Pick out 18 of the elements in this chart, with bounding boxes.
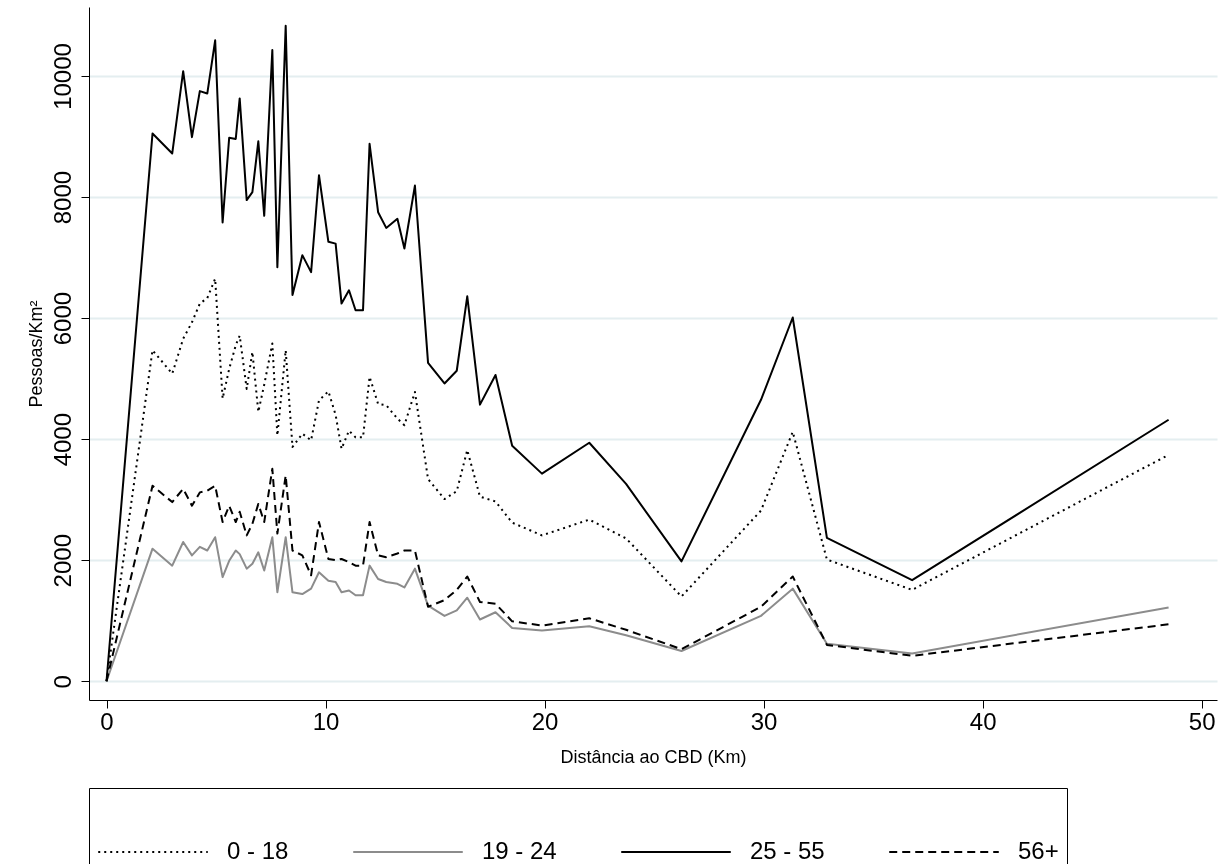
x-tick-label: 30 bbox=[750, 707, 778, 735]
y-tick-label: 6000 bbox=[48, 291, 76, 346]
y-tick-label: 0 bbox=[48, 675, 76, 689]
x-tick-label: 0 bbox=[100, 707, 114, 735]
x-tick-label: 50 bbox=[1188, 707, 1216, 735]
x-axis-title: Distância ao CBD (Km) bbox=[560, 746, 747, 767]
legend-label: 0 - 18 bbox=[227, 837, 289, 864]
legend-label: 25 - 55 bbox=[750, 837, 825, 864]
legend-label: 56+ bbox=[1018, 837, 1059, 864]
y-axis-title: Pessoas/Km² bbox=[25, 300, 46, 408]
x-tick-label: 10 bbox=[312, 707, 340, 735]
x-tick-label: 40 bbox=[969, 707, 997, 735]
y-tick-label: 4000 bbox=[48, 412, 76, 467]
y-tick-label: 8000 bbox=[48, 170, 76, 225]
y-tick-label: 10000 bbox=[48, 43, 76, 110]
y-tick-label: 2000 bbox=[48, 533, 76, 588]
x-tick-label: 20 bbox=[531, 707, 559, 735]
legend-label: 19 - 24 bbox=[482, 837, 557, 864]
